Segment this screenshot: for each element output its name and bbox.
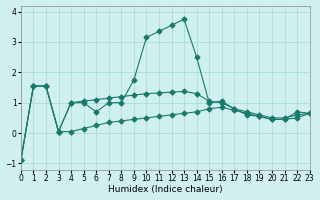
X-axis label: Humidex (Indice chaleur): Humidex (Indice chaleur) <box>108 185 222 194</box>
